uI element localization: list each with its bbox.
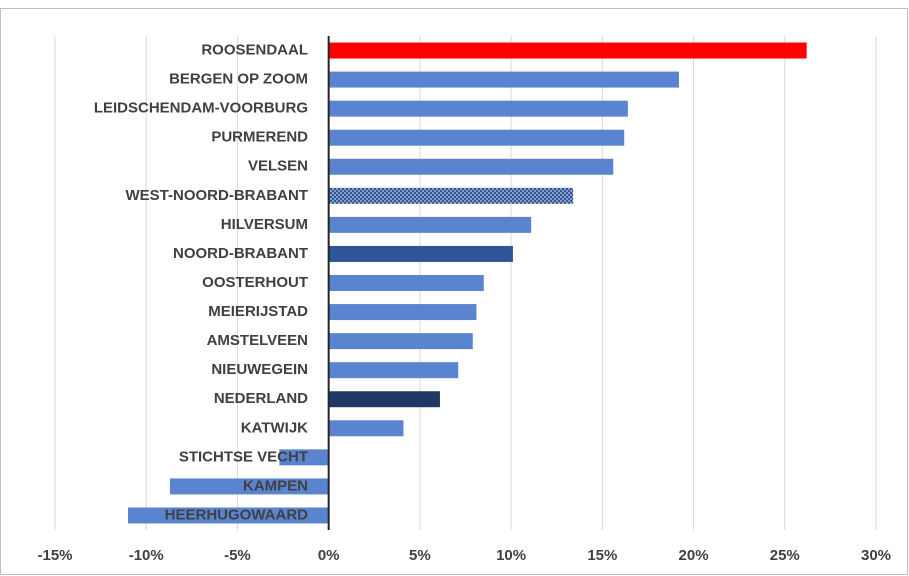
bar bbox=[279, 449, 329, 466]
category-label: VELSEN bbox=[248, 158, 308, 175]
bar bbox=[169, 478, 329, 495]
category-label: NOORD-BRABANT bbox=[173, 245, 308, 262]
x-tick-label: 10% bbox=[496, 547, 526, 564]
bar bbox=[328, 391, 440, 408]
bar bbox=[328, 129, 625, 146]
bar bbox=[328, 71, 679, 88]
category-label: KATWIJK bbox=[241, 419, 308, 436]
bar bbox=[328, 304, 477, 321]
x-tick-label: 0% bbox=[318, 547, 340, 564]
bar bbox=[328, 362, 459, 379]
bar bbox=[328, 245, 513, 262]
category-label: LEIDSCHENDAM-VOORBURG bbox=[94, 100, 308, 117]
bar bbox=[328, 216, 532, 233]
category-label: MEIERIJSTAD bbox=[208, 303, 308, 320]
chart-border bbox=[0, 8, 908, 575]
bar bbox=[328, 42, 807, 59]
x-tick-label: -10% bbox=[129, 547, 164, 564]
category-label: PURMEREND bbox=[211, 129, 308, 146]
bar bbox=[328, 187, 574, 204]
category-label: KAMPEN bbox=[243, 477, 308, 494]
bar bbox=[328, 275, 484, 291]
x-tick-label: 20% bbox=[679, 547, 709, 564]
x-tick-label: 5% bbox=[409, 547, 431, 564]
x-tick-label: 30% bbox=[861, 547, 891, 564]
category-label: OOSTERHOUT bbox=[202, 274, 308, 291]
category-label: ROOSENDAAL bbox=[201, 41, 308, 58]
x-tick-label: 25% bbox=[770, 547, 800, 564]
category-label: WEST-NOORD-BRABANT bbox=[126, 187, 308, 204]
bars bbox=[127, 36, 807, 530]
x-tick-label: 15% bbox=[587, 547, 617, 564]
bar bbox=[328, 333, 473, 350]
x-tick-label: -5% bbox=[224, 547, 251, 564]
bar bbox=[127, 507, 329, 524]
category-label: BERGEN OP ZOOM bbox=[169, 71, 308, 88]
category-label: AMSTELVEEN bbox=[207, 332, 308, 349]
category-label: NIEUWEGEIN bbox=[211, 361, 308, 378]
category-label: STICHTSE VECHT bbox=[179, 448, 308, 465]
bar bbox=[328, 158, 614, 175]
category-label: NEDERLAND bbox=[214, 390, 308, 407]
labels: -15% -10% -5% 0% 5% 10% 15% 20% 25% 30% ROOSENDAAL… bbox=[37, 41, 891, 563]
bar bbox=[328, 100, 628, 117]
x-tick-label: -15% bbox=[37, 547, 72, 564]
bar bbox=[328, 420, 404, 437]
category-label: HEERHUGOWAARD bbox=[165, 506, 309, 523]
category-label: HILVERSUM bbox=[221, 216, 308, 233]
